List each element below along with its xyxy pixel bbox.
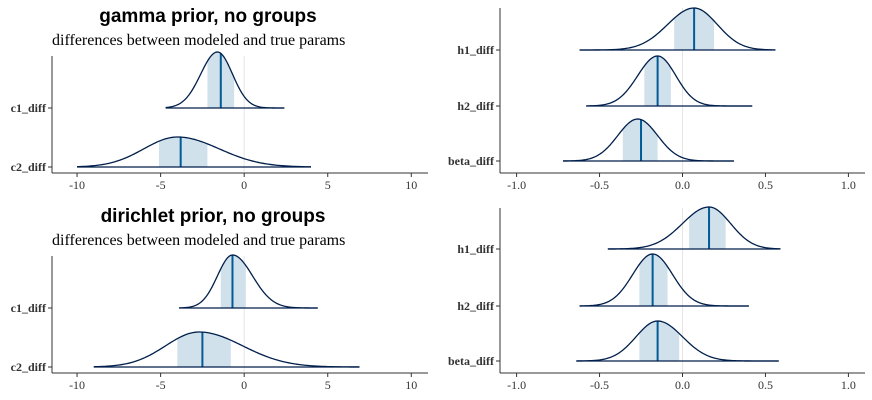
interval-band-c2_diff [177,332,231,367]
panel-title-dirichlet: dirichlet prior, no groups [101,206,326,227]
y-tick-label-c2_diff: c2_diff [11,160,47,174]
panel-subtitle-dirichlet: differences between modeled and true par… [52,232,345,249]
y-tick-label-h2_diff: h2_diff [457,299,495,313]
x-tick-label: 0.5 [758,378,773,392]
interval-band-h1_diff [689,207,726,249]
density-curve-c1_diff [178,254,318,309]
x-tick-label: 5 [325,378,331,392]
x-tick-label: -0.5 [590,178,609,192]
interval-band-c2_diff [158,137,208,167]
x-tick-label: -1.0 [507,378,526,392]
y-tick-label-beta_diff: beta_diff [448,354,495,368]
y-tick-label-c2_diff: c2_diff [11,360,47,374]
x-tick-label: 10 [405,178,417,192]
density-curve-c2_diff [93,331,360,368]
x-tick-label: 0 [241,378,247,392]
x-tick-label: -5 [156,378,166,392]
panel-dirichlet-params: h1_diff h2_diff beta_diff -1.0 -0.5 0.0 0.5 1.0 [448,206,865,392]
x-tick-label: -0.5 [590,378,609,392]
interval-band-beta_diff [639,321,680,361]
panel-gamma-params: h1_diff h2_diff beta_diff -1.0 -0.5 0.0 0.5 1.0 [448,7,865,192]
x-tick-label: 0.0 [675,378,690,392]
y-tick-label-h2_diff: h2_diff [457,99,495,113]
x-tick-label: -10 [69,178,85,192]
x-tick-label: -5 [156,178,166,192]
panel-subtitle-gamma: differences between modeled and true par… [52,32,345,49]
x-tick-label: 5 [325,178,331,192]
x-tick-label: -1.0 [507,178,526,192]
y-tick-label-beta_diff: beta_diff [448,154,495,168]
panel-dirichlet-c: c1_diff c2_diff -10 -5 0 5 10 [11,254,428,392]
panel-gamma-c: c1_diff c2_diff -10 -5 0 5 10 [11,51,428,192]
x-tick-label: 0.5 [758,178,773,192]
density-curve-c2_diff [77,136,312,168]
x-tick-label: 1.0 [841,378,856,392]
x-tick-label: 1.0 [841,178,856,192]
x-tick-label: -10 [69,378,85,392]
x-tick-label: 0 [241,178,247,192]
y-tick-label-c1_diff: c1_diff [11,301,47,315]
x-tick-label: 10 [405,378,417,392]
density-curve-h1_diff [607,206,781,250]
x-tick-label: 0.0 [675,178,690,192]
y-tick-label-h1_diff: h1_diff [457,43,495,57]
y-tick-label-c1_diff: c1_diff [11,101,47,115]
y-tick-label-h1_diff: h1_diff [457,242,495,256]
panel-title-gamma: gamma prior, no groups [99,6,316,27]
